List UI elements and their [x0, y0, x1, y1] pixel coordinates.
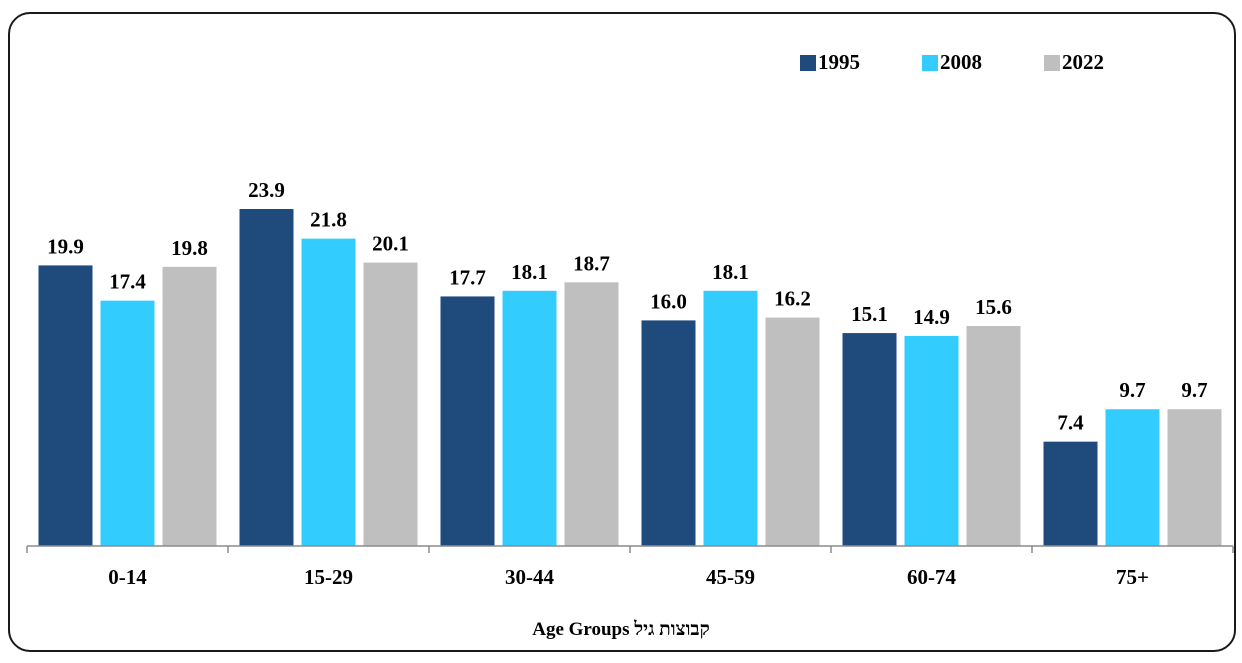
tick-label-75+: 75+ — [1116, 565, 1149, 589]
legend: 1995 2008 2022 — [800, 50, 1104, 75]
legend-item-2008: 2008 — [922, 50, 982, 75]
bar-1995-45-59 — [641, 320, 696, 546]
data-label-1995-15-29: 23.9 — [248, 178, 285, 202]
bar-2022-60-74 — [966, 326, 1021, 546]
legend-item-2022: 2022 — [1044, 50, 1104, 75]
bar-1995-75+ — [1043, 441, 1098, 546]
bar-2008-15-29 — [301, 238, 356, 546]
legend-swatch-2008 — [922, 54, 938, 71]
data-label-2022-15-29: 20.1 — [372, 232, 409, 256]
bar-2008-45-59 — [703, 290, 758, 546]
legend-label-1995: 1995 — [818, 50, 860, 74]
legend-swatch-1995 — [800, 54, 816, 71]
bar-2022-0-14 — [162, 266, 217, 546]
bar-2008-60-74 — [904, 335, 959, 546]
bar-2022-15-29 — [363, 262, 418, 546]
data-label-1995-30-44: 17.7 — [449, 265, 486, 289]
data-label-2008-75+: 9.7 — [1119, 378, 1145, 402]
tick-label-30-44: 30-44 — [505, 565, 554, 589]
legend-swatch-2022 — [1044, 54, 1060, 71]
bar-2008-75+ — [1105, 409, 1160, 546]
tick-label-0-14: 0-14 — [108, 565, 147, 589]
bar-1995-0-14 — [38, 265, 93, 546]
legend-label-2008: 2008 — [940, 50, 982, 74]
data-label-2008-15-29: 21.8 — [310, 208, 347, 232]
tick-label-60-74: 60-74 — [907, 565, 956, 589]
data-label-2022-60-74: 15.6 — [975, 295, 1012, 319]
bar-2008-0-14 — [100, 300, 155, 546]
x-axis-title: Age Groups קבוצות גיל — [532, 619, 710, 640]
data-label-2008-30-44: 18.1 — [511, 260, 548, 284]
bar-1995-30-44 — [440, 296, 495, 546]
data-label-2022-30-44: 18.7 — [573, 251, 610, 275]
bar-2022-30-44 — [564, 282, 619, 546]
data-label-1995-60-74: 15.1 — [851, 302, 888, 326]
data-label-2008-0-14: 17.4 — [109, 270, 146, 294]
bar-2022-45-59 — [765, 317, 820, 546]
tick-label-15-29: 15-29 — [304, 565, 353, 589]
bar-2022-75+ — [1167, 409, 1222, 546]
data-label-2022-0-14: 19.8 — [171, 236, 208, 260]
data-label-2022-45-59: 16.2 — [774, 287, 811, 311]
data-label-1995-0-14: 19.9 — [47, 234, 84, 258]
legend-label-2022: 2022 — [1062, 50, 1104, 74]
bar-1995-60-74 — [842, 333, 897, 546]
legend-item-1995: 1995 — [800, 50, 860, 75]
data-label-1995-75+: 7.4 — [1057, 411, 1084, 435]
data-label-1995-45-59: 16.0 — [650, 289, 687, 313]
data-label-2008-45-59: 18.1 — [712, 260, 749, 284]
data-label-2008-60-74: 14.9 — [913, 305, 950, 329]
data-label-2022-75+: 9.7 — [1181, 378, 1207, 402]
bar-2008-30-44 — [502, 290, 557, 546]
bar-1995-15-29 — [239, 209, 294, 546]
tick-label-45-59: 45-59 — [706, 565, 755, 589]
